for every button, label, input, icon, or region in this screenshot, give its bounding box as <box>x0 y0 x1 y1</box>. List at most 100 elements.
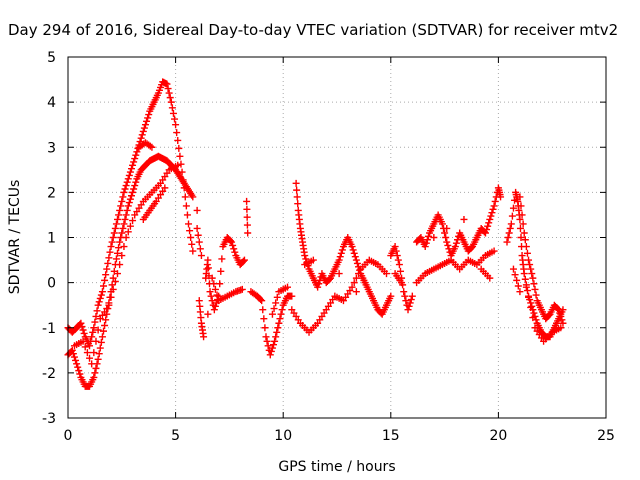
data-point <box>516 215 524 223</box>
data-point <box>77 319 85 327</box>
data-point <box>532 291 540 299</box>
data-point <box>272 333 280 341</box>
data-point <box>423 236 431 244</box>
data-point <box>97 291 105 299</box>
data-point <box>72 356 80 364</box>
data-point <box>443 224 451 232</box>
data-point <box>491 197 499 205</box>
data-point <box>185 220 193 228</box>
data-point <box>96 294 104 302</box>
data-point <box>422 239 430 247</box>
data-point <box>523 249 531 257</box>
data-point <box>484 222 492 230</box>
data-point <box>353 259 361 267</box>
data-point <box>106 248 114 256</box>
data-point <box>169 109 177 117</box>
data-point <box>509 265 517 273</box>
data-point <box>527 265 535 273</box>
data-point <box>526 261 534 269</box>
data-point <box>103 265 111 273</box>
data-point <box>141 121 149 129</box>
data-point <box>131 155 139 163</box>
data-point <box>216 280 224 288</box>
data-point <box>350 279 358 287</box>
data-point <box>193 206 201 214</box>
data-point <box>122 182 130 190</box>
data-point <box>338 246 346 254</box>
data-point <box>204 264 212 272</box>
data-point <box>529 314 537 322</box>
data-point <box>210 280 218 288</box>
data-point <box>356 266 364 274</box>
data-point <box>197 252 205 260</box>
data-point <box>273 293 281 301</box>
data-point <box>398 279 406 287</box>
data-point <box>161 184 169 192</box>
data-point <box>555 306 563 314</box>
data-point <box>73 360 81 368</box>
data-point <box>118 229 126 237</box>
data-point <box>521 236 529 244</box>
data-point <box>101 321 109 329</box>
data-point <box>94 326 102 334</box>
data-point <box>176 152 184 160</box>
data-point <box>302 255 310 263</box>
data-point <box>183 211 191 219</box>
data-point <box>138 131 146 139</box>
data-point <box>188 240 196 248</box>
data-point <box>231 248 239 256</box>
data-point <box>244 229 252 237</box>
data-point <box>401 292 409 300</box>
data-point <box>132 178 140 186</box>
data-point <box>86 342 94 350</box>
data-point <box>79 337 87 345</box>
data-point <box>125 199 133 207</box>
data-point <box>264 342 272 350</box>
data-point <box>275 319 283 327</box>
data-point <box>83 349 91 357</box>
data-point <box>130 158 138 166</box>
data-point <box>109 285 117 293</box>
data-point <box>511 271 519 279</box>
data-point <box>293 186 301 194</box>
data-point <box>115 211 123 219</box>
data-point <box>144 114 152 122</box>
data-point <box>123 178 131 186</box>
data-point <box>102 271 110 279</box>
data-point <box>98 288 106 296</box>
data-point <box>294 200 302 208</box>
data-point <box>116 261 124 269</box>
data-point <box>129 217 137 225</box>
data-point <box>505 229 513 237</box>
data-point <box>529 274 537 282</box>
x-tick-label: 0 <box>64 428 73 444</box>
data-point <box>490 247 498 255</box>
chart-title: Day 294 of 2016, Sidereal Day-to-day VTE… <box>8 21 618 39</box>
data-point <box>107 293 115 301</box>
data-point <box>121 185 129 193</box>
data-point <box>189 247 197 255</box>
data-point <box>116 206 124 214</box>
data-point <box>513 276 521 284</box>
data-point <box>91 369 99 377</box>
data-point <box>68 346 76 354</box>
data-point <box>131 182 139 190</box>
data-point <box>243 213 251 221</box>
data-point <box>406 299 414 307</box>
y-tick-label: 2 <box>47 185 56 201</box>
grid-lines <box>68 57 606 418</box>
data-point <box>530 309 538 317</box>
data-point <box>129 161 137 169</box>
data-point <box>120 188 128 196</box>
data-point <box>127 165 135 173</box>
data-point <box>88 333 96 341</box>
data-point <box>273 328 281 336</box>
data-point <box>95 298 103 306</box>
data-point <box>408 292 416 300</box>
data-point <box>349 246 357 254</box>
data-point <box>94 301 102 309</box>
data-point <box>165 89 173 97</box>
data-point <box>206 288 214 296</box>
data-point <box>118 197 126 205</box>
